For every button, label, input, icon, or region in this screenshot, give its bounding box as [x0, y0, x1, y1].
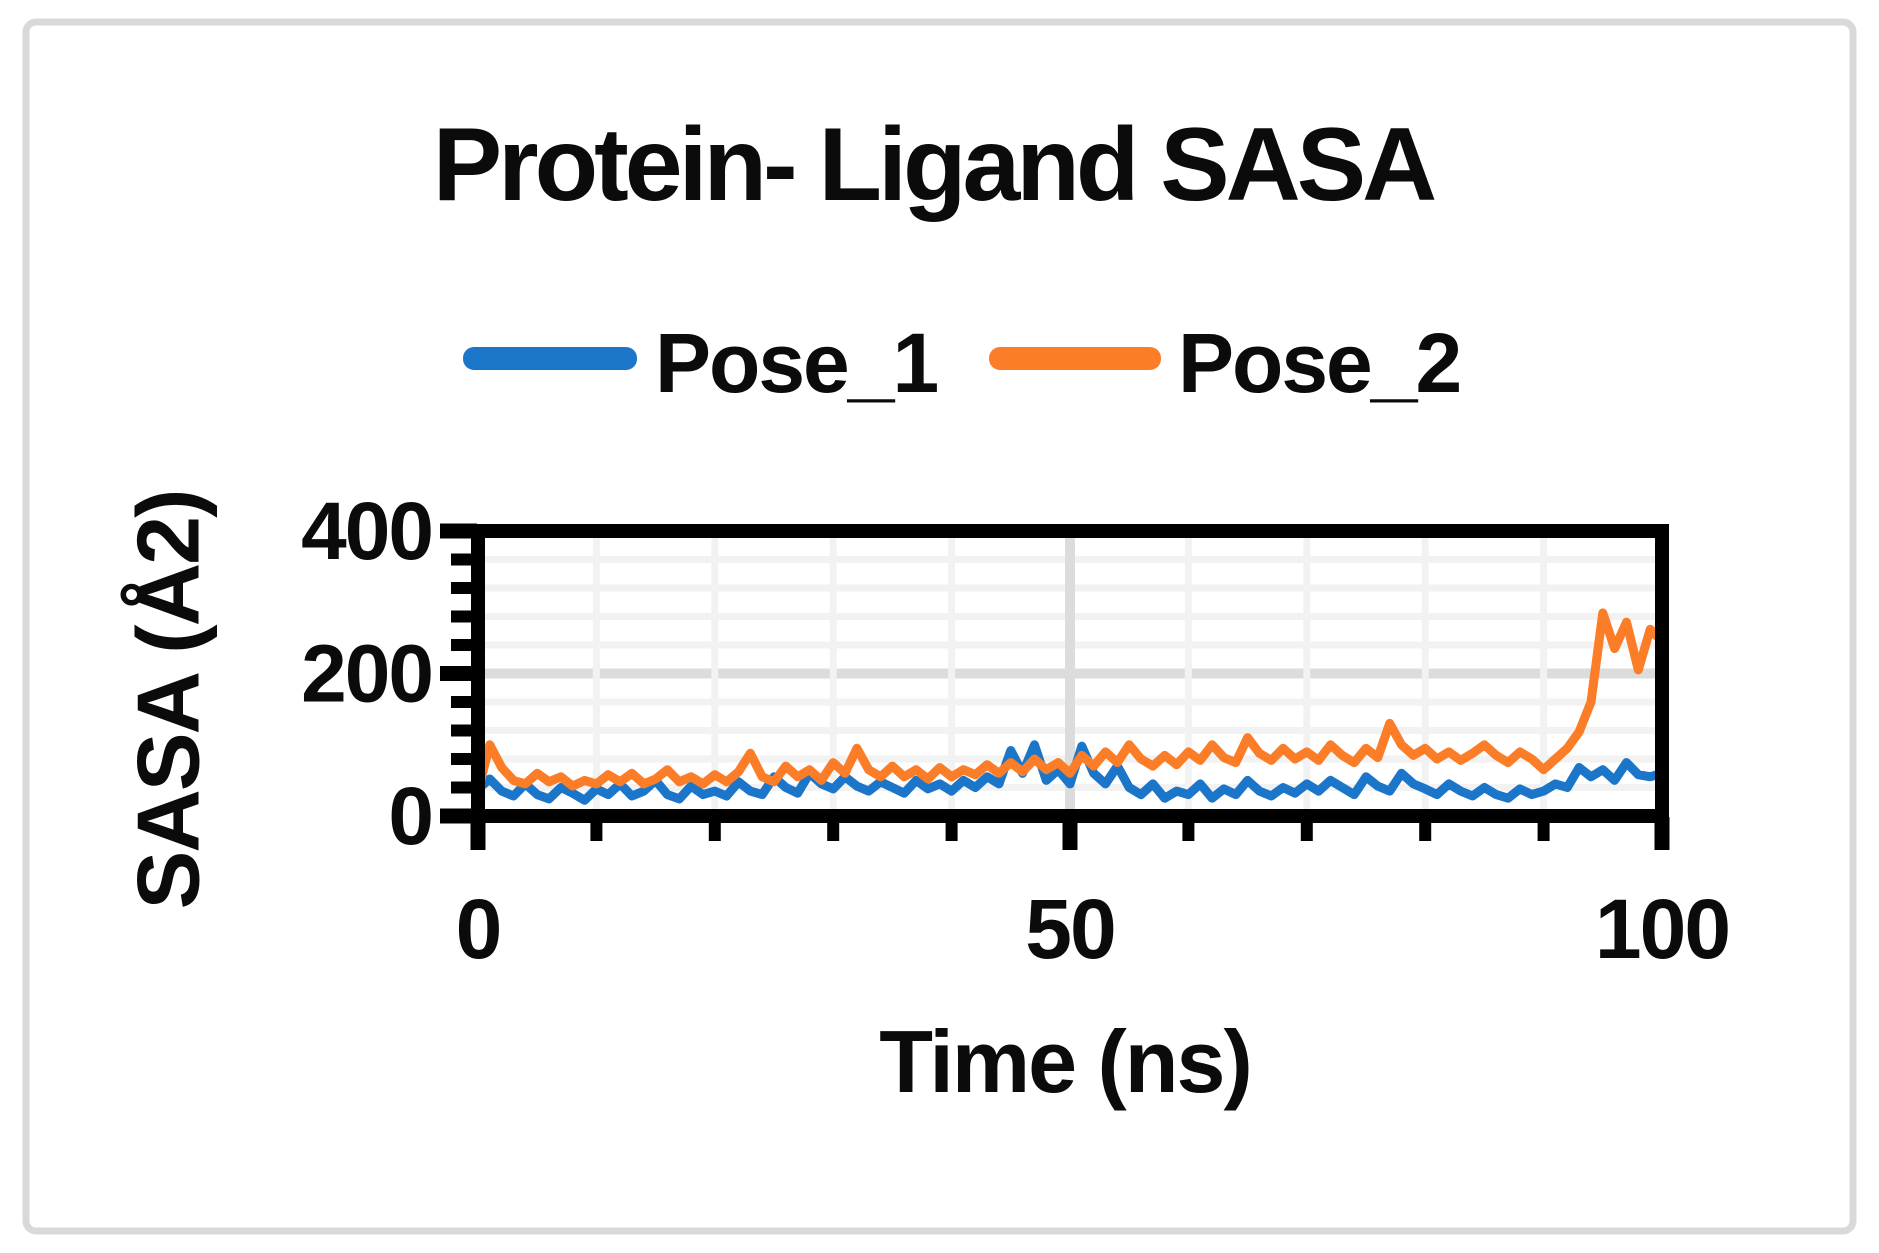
axis-ticks — [440, 523, 1670, 850]
plot-frame — [471, 524, 1669, 823]
y-tick-label: 400 — [301, 486, 432, 577]
legend: Pose_1 Pose_2 — [463, 316, 1462, 410]
series-lines — [473, 608, 1667, 805]
axis-tick-labels: 0 200 400 0 50 100 — [301, 486, 1731, 976]
chart-outer-border — [22, 18, 1857, 1235]
legend-swatch-pose-2 — [989, 347, 1161, 370]
legend-label-pose-2: Pose_2 — [1178, 316, 1460, 410]
series-line-pose_2 — [473, 608, 1667, 796]
y-tick-label: 200 — [301, 629, 432, 720]
legend-label-pose-1: Pose_1 — [655, 316, 937, 410]
x-tick-label: 100 — [1595, 882, 1729, 976]
x-tick-label: 50 — [1025, 882, 1114, 976]
series-line-pose_1 — [473, 740, 1667, 805]
y-tick-label: 0 — [388, 771, 432, 862]
legend-swatch-pose-1 — [463, 347, 637, 370]
chart-title: Protein- Ligand SASA — [433, 107, 1435, 223]
x-axis-title: Time (ns) — [879, 1012, 1251, 1111]
y-axis-title: SASA (Å2) — [119, 491, 218, 910]
x-tick-label: 0 — [456, 882, 501, 976]
gridlines — [478, 531, 1662, 816]
